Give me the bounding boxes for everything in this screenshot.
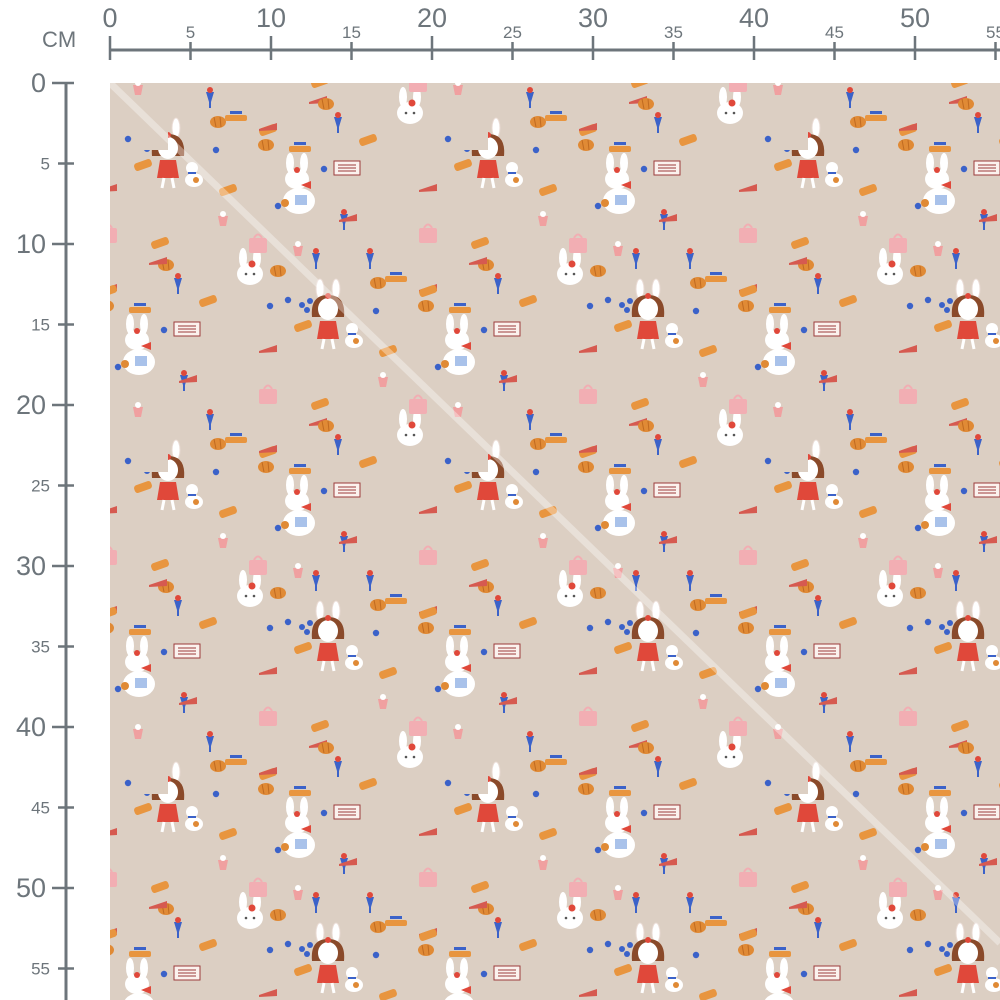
left-ruler-label: 20 (16, 390, 46, 420)
top-ruler-label: 40 (739, 3, 769, 33)
left-ruler-label: 50 (16, 873, 46, 903)
left-ruler-label: 40 (16, 712, 46, 742)
left-ruler-label: 15 (31, 316, 50, 335)
top-ruler-label: 30 (578, 3, 608, 33)
top-ruler: 0 5 10 15 20 25 30 35 40 45 50 55 (102, 3, 1000, 60)
left-ruler-label: 35 (31, 638, 50, 657)
top-ruler-label: 55 (986, 23, 1000, 42)
top-ruler-label: 25 (503, 23, 522, 42)
top-ruler-label: 20 (417, 3, 447, 33)
left-ruler-label: 10 (16, 229, 46, 259)
left-ruler-label: 55 (31, 960, 50, 979)
left-ruler-label: 25 (31, 477, 50, 496)
top-ruler-label: 35 (664, 23, 683, 42)
left-ruler-label: 45 (31, 799, 50, 818)
top-ruler-label: 50 (900, 3, 930, 33)
fabric-pattern (110, 83, 1000, 1000)
unit-label: CM (42, 27, 76, 52)
top-ruler-label: 5 (186, 23, 195, 42)
left-ruler-label: 30 (16, 551, 46, 581)
top-ruler-label: 0 (102, 3, 117, 33)
left-ruler: 0 5 10 15 20 25 30 35 40 45 50 55 (16, 68, 74, 1000)
top-ruler-label: 45 (825, 23, 844, 42)
left-ruler-label: 0 (31, 68, 46, 98)
left-ruler-label: 5 (41, 155, 50, 174)
top-ruler-label: 15 (342, 23, 361, 42)
top-ruler-label: 10 (256, 3, 286, 33)
fabric-preview (110, 83, 1000, 1000)
sheen-stripe (110, 83, 1000, 946)
